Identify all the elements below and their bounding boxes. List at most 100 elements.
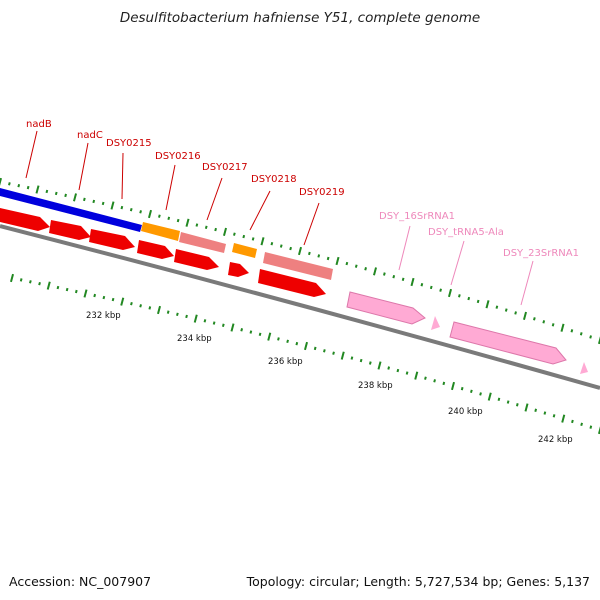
minor-tick: [277, 337, 280, 341]
major-tick: [597, 425, 600, 435]
minor-tick: [433, 379, 436, 383]
major-tick: [447, 288, 453, 298]
genome-backbone: [0, 224, 600, 390]
minor-tick: [401, 277, 405, 282]
minor-tick: [515, 403, 519, 407]
minor-tick: [56, 285, 60, 290]
gene-label: DSY0218: [251, 174, 297, 185]
minor-tick: [429, 285, 433, 290]
scale-label: 242 kbp: [538, 435, 573, 445]
minor-tick: [345, 261, 349, 266]
minor-tick: [476, 299, 480, 304]
minor-tick: [166, 310, 170, 314]
minor-tick: [214, 227, 217, 232]
scale-label: 240 kbp: [448, 407, 483, 417]
minor-tick: [74, 289, 78, 294]
minor-tick: [251, 237, 255, 241]
major-tick: [260, 237, 265, 246]
minor-tick: [38, 281, 41, 286]
minor-tick: [176, 218, 180, 223]
gene-label: DSY0215: [106, 138, 152, 149]
cds-arrow: [174, 249, 219, 270]
major-tick: [372, 267, 378, 276]
major-tick: [560, 323, 565, 332]
minor-tick: [176, 312, 179, 316]
minor-tick: [514, 311, 517, 315]
minor-tick: [495, 305, 499, 309]
gene-label: DSY_tRNA5-Ala: [428, 227, 504, 238]
minor-tick: [129, 208, 133, 212]
minor-tick: [54, 191, 58, 196]
minor-tick: [350, 356, 354, 360]
gene-label: DSY0217: [202, 162, 248, 173]
major-tick: [267, 332, 272, 341]
minor-tick: [270, 241, 274, 246]
minor-tick: [185, 314, 188, 319]
gene-label: nadC: [77, 130, 103, 141]
scale-label: 236 kbp: [268, 357, 303, 367]
minor-tick: [26, 185, 30, 190]
major-tick: [185, 218, 190, 227]
minor-tick: [83, 197, 86, 202]
minor-tick: [204, 225, 208, 229]
major-tick: [46, 281, 51, 290]
scale-label: 232 kbp: [86, 311, 121, 321]
major-tick: [340, 351, 345, 360]
minor-tick: [45, 189, 49, 194]
major-tick: [222, 227, 228, 236]
callout-line: [121, 152, 124, 200]
major-tick: [414, 371, 419, 380]
minor-tick: [383, 272, 386, 276]
minor-tick: [470, 389, 473, 393]
gene-label: DSY0219: [299, 187, 345, 198]
minor-tick: [279, 244, 283, 248]
minor-tick: [111, 297, 115, 302]
minor-tick: [359, 358, 363, 363]
minor-tick: [354, 264, 358, 268]
callout-line: [78, 142, 89, 191]
accession-text: Accession: NC_007907: [9, 574, 152, 589]
cds-arrow: [89, 229, 135, 250]
cds-track-lower: [0, 208, 326, 297]
minor-tick: [439, 288, 442, 292]
minor-tick: [467, 296, 471, 301]
minor-tick: [139, 304, 142, 308]
major-tick: [522, 311, 528, 320]
cds-arrow: [137, 240, 174, 259]
map-title: Desulfitobacterium hafniense Y51, comple…: [119, 10, 481, 26]
minor-tick: [323, 349, 326, 353]
minor-tick: [8, 182, 11, 186]
minor-tick: [286, 339, 289, 343]
minor-tick: [65, 287, 69, 292]
major-tick: [35, 185, 40, 194]
minor-tick: [460, 386, 464, 391]
gene-label: DSY0216: [155, 151, 201, 162]
minor-tick: [93, 293, 97, 298]
dsy0217-feature: [179, 232, 226, 253]
major-tick: [410, 277, 415, 287]
callout-line: [249, 190, 271, 231]
minor-tick: [552, 414, 556, 418]
minor-tick: [19, 278, 23, 282]
minor-tick: [148, 306, 152, 310]
label-callouts: [25, 130, 534, 306]
major-tick: [147, 209, 153, 219]
major-tick: [485, 300, 490, 309]
cds-arrow: [0, 208, 50, 231]
minor-tick: [533, 317, 536, 321]
major-tick: [83, 289, 88, 298]
callout-line: [25, 130, 38, 179]
callout-line: [398, 225, 411, 271]
minor-tick: [102, 295, 106, 300]
minor-tick: [295, 341, 299, 346]
rrna-fragment-feature: [580, 362, 588, 374]
callout-line: [450, 240, 465, 286]
major-tick: [303, 341, 309, 351]
minor-tick: [332, 351, 335, 355]
scale-label: 238 kbp: [358, 381, 393, 391]
cds-arrow: [258, 269, 326, 297]
minor-tick: [92, 199, 96, 204]
minor-tick: [313, 346, 317, 351]
callout-line: [303, 202, 320, 246]
minor-tick: [242, 234, 246, 239]
